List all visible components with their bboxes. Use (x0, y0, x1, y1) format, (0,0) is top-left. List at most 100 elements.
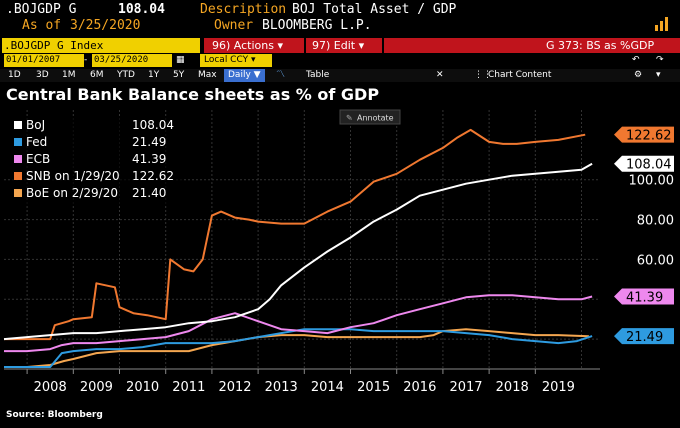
y-tick-label: 80.00 (637, 214, 674, 229)
line-chart-icon[interactable]: 〽 (276, 70, 286, 80)
frequency-label: Daily (228, 70, 251, 80)
pencil-icon: ✎ (346, 114, 353, 123)
period-ytd[interactable]: YTD (117, 70, 135, 80)
legend-label: BoE on 2/29/20 (26, 186, 118, 200)
frequency-select[interactable]: Daily ▼ (224, 69, 265, 82)
last-value-labels: 122.62 108.04 41.39 21.49 (614, 126, 674, 345)
legend-value: 41.39 (132, 152, 166, 166)
legend-label: ECB (26, 152, 50, 166)
toolbar: 1D 3D 1M 6M YTD 1Y 5Y Max Daily ▼ 〽 Tabl… (0, 69, 680, 82)
legend-swatch (14, 121, 22, 129)
annotate-button[interactable]: ✎ Annotate (339, 109, 401, 125)
security-field[interactable]: .BOJGDP G Index (2, 38, 200, 53)
legend-swatch (14, 138, 22, 146)
more-icon[interactable]: ▾ (656, 70, 661, 80)
end-date-input[interactable]: 03/25/2020 (92, 54, 172, 67)
legend-label: BoJ (26, 118, 45, 132)
description-text: BOJ Total Asset / GDP (292, 2, 457, 17)
x-tick-label: 2008 (34, 380, 67, 395)
series-line-boe (4, 328, 589, 368)
edit-menu[interactable]: 97) Edit ▾ (306, 38, 382, 53)
last-value-snb: 122.62 (614, 126, 674, 144)
x-tick-label: 2009 (80, 380, 113, 395)
y-tick-label: 60.00 (637, 253, 674, 268)
last-value-tag (614, 155, 674, 172)
ticker-label: .BOJGDP G (6, 2, 77, 17)
last-value-boj: 108.04 (614, 155, 674, 173)
asof-date: 3/25/2020 (70, 18, 141, 33)
x-tick-label: 2015 (357, 380, 390, 395)
legend-label: Fed (26, 135, 47, 149)
gear-icon[interactable]: ⚙ (634, 70, 643, 80)
legend-label: SNB on 1/29/20 (26, 169, 120, 183)
x-tick-label: 2018 (496, 380, 529, 395)
function-name: G 373: BS as %GDP (546, 39, 655, 52)
currency-select[interactable]: Local CCY ▾ (200, 54, 272, 67)
bar-chart-icon[interactable] (654, 16, 672, 32)
undo-icon[interactable]: ↶ (632, 55, 640, 65)
x-tick-label: 2013 (265, 380, 298, 395)
x-tick-label: 2017 (449, 380, 482, 395)
period-1y[interactable]: 1Y (148, 70, 160, 80)
chart-content-button[interactable]: Chart Content (488, 70, 552, 80)
x-tick-label: 2014 (311, 380, 344, 395)
period-1d[interactable]: 1D (8, 70, 21, 80)
last-value-text: 41.39 (626, 290, 663, 305)
settings-icon[interactable]: ✕ (436, 70, 444, 80)
asof-label: As of (22, 18, 62, 33)
edit-label: 97) Edit (312, 39, 356, 52)
legend-value: 21.40 (132, 186, 166, 200)
calendar-icon[interactable]: ▦ (176, 55, 185, 65)
period-max[interactable]: Max (198, 70, 217, 80)
actions-label: 96) Actions (212, 39, 274, 52)
period-1m[interactable]: 1M (62, 70, 76, 80)
last-value-tag (614, 288, 674, 305)
currency-label: Local CCY (204, 55, 249, 65)
plot-series (3, 128, 593, 368)
gridlines (4, 110, 600, 369)
x-tick-label: 2016 (403, 380, 436, 395)
security-header: .BOJGDP G 108.04 Description BOJ Total A… (0, 0, 680, 36)
x-tick-label: 2011 (172, 380, 205, 395)
last-value-fed: 21.49 (614, 328, 674, 345)
ticker-value: 108.04 (118, 2, 165, 17)
series-line-fed (4, 328, 593, 368)
date-range-bar: 01/01/2007 - 03/25/2020 ▦ Local CCY ▾ ↶ … (0, 54, 680, 68)
x-axis: 2008 2009 2010 2011 2012 2013 2014 2015 2016 2017… (4, 368, 600, 395)
chevron-down-icon: ▾ (358, 39, 365, 52)
period-6m[interactable]: 6M (90, 70, 104, 80)
last-value-text: 21.49 (626, 330, 663, 345)
last-value-tag (614, 328, 674, 345)
x-tick-label: 2010 (126, 380, 159, 395)
start-date-input[interactable]: 01/01/2007 (4, 54, 84, 67)
redo-icon[interactable]: ↷ (656, 55, 664, 65)
y-tick-label: 100.00 (629, 174, 675, 189)
chevron-down-icon: ▾ (277, 39, 283, 52)
series-line-snb (4, 128, 586, 341)
period-3d[interactable]: 3D (36, 70, 49, 80)
legend: BoJ 108.04 Fed 21.49 ECB 41.39 SNB on 1/29/20 1… (10, 117, 182, 205)
legend-swatch (14, 172, 22, 180)
legend-value: 108.04 (132, 118, 174, 132)
owner-text: BLOOMBERG L.P. (262, 18, 372, 33)
table-button[interactable]: Table (306, 70, 330, 80)
series-line-ecb (4, 294, 593, 353)
chevron-down-icon: ▾ (250, 55, 256, 65)
actions-menu[interactable]: 96) Actions ▾ (204, 38, 304, 53)
series-line-boj (3, 162, 593, 341)
chart-title: Central Bank Balance sheets as % of GDP (6, 85, 379, 104)
legend-swatch (14, 155, 22, 163)
chart-area: Central Bank Balance sheets as % of GDP … (3, 85, 675, 395)
description-label: Description (200, 2, 287, 17)
last-value-tag (614, 126, 674, 143)
last-value-text: 122.62 (626, 129, 672, 144)
period-5y[interactable]: 5Y (173, 70, 185, 80)
chart-content-icon[interactable]: ⋮⋮ (474, 70, 492, 80)
x-tick-label: 2019 (542, 380, 575, 395)
annotate-label: Annotate (357, 114, 394, 123)
owner-label: Owner (214, 18, 254, 33)
command-bar: .BOJGDP G Index 96) Actions ▾ 97) Edit ▾… (0, 37, 680, 53)
legend-value: 122.62 (132, 169, 174, 183)
last-value-ecb: 41.39 (614, 288, 674, 305)
